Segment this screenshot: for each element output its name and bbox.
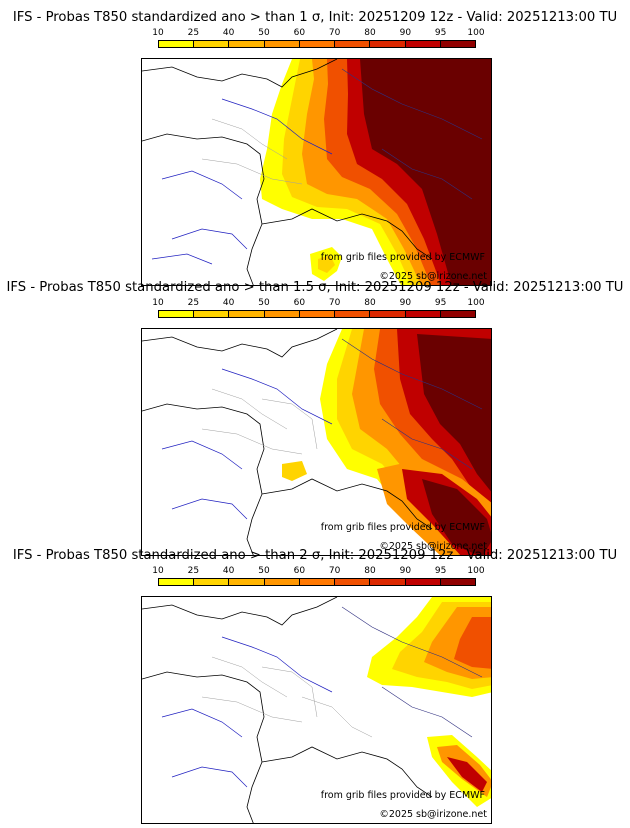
copyright-credit: ©2025 sb@irizone.net bbox=[379, 271, 487, 282]
probability-shading bbox=[282, 329, 491, 555]
colorbar-label: 25 bbox=[187, 28, 200, 38]
colorbar-swatch bbox=[335, 41, 371, 47]
colorbar: 10 25 40 50 60 70 80 90 95 100 bbox=[152, 298, 485, 318]
probability-map: from grib files provided by ECMWF ©2025 … bbox=[141, 58, 492, 286]
colorbar-label: 100 bbox=[467, 28, 485, 38]
colorbar-swatch bbox=[299, 311, 336, 317]
map-canvas bbox=[142, 329, 491, 555]
colorbar-label: 70 bbox=[328, 566, 341, 576]
colorbar-label: 90 bbox=[399, 566, 412, 576]
colorbar-label: 80 bbox=[364, 28, 376, 38]
colorbar-swatch bbox=[370, 41, 406, 47]
colorbar-label: 40 bbox=[222, 566, 235, 576]
colorbar-labels: 10 25 40 50 60 70 80 90 95 100 bbox=[152, 566, 484, 578]
colorbar-label: 50 bbox=[258, 298, 270, 308]
probability-map: from grib files provided by ECMWF ©2025 … bbox=[141, 596, 492, 824]
colorbar-label: 10 bbox=[152, 298, 164, 308]
source-credit: from grib files provided by ECMWF bbox=[320, 252, 485, 263]
colorbar-boxes bbox=[158, 310, 476, 318]
colorbar-swatch bbox=[440, 311, 475, 317]
colorbar-swatch bbox=[405, 579, 441, 585]
colorbar-swatch bbox=[159, 579, 195, 585]
colorbar-swatch bbox=[194, 579, 230, 585]
colorbar-label: 95 bbox=[434, 566, 447, 576]
colorbar-swatch bbox=[370, 311, 406, 317]
colorbar-swatch bbox=[405, 41, 441, 47]
colorbar-swatch bbox=[194, 311, 230, 317]
panel-1sigma: IFS - Probas T850 standardized ano > tha… bbox=[0, 10, 630, 286]
panel-title: IFS - Probas T850 standardized ano > tha… bbox=[12, 10, 618, 25]
colorbar-label: 90 bbox=[399, 298, 412, 308]
colorbar-swatch bbox=[264, 579, 300, 585]
colorbar-swatch bbox=[229, 311, 265, 317]
colorbar-swatch bbox=[370, 579, 406, 585]
colorbar-label: 25 bbox=[187, 298, 200, 308]
panel-title: IFS - Probas T850 standardized ano > tha… bbox=[12, 548, 618, 563]
map-geography bbox=[142, 329, 483, 555]
colorbar-label: 70 bbox=[328, 298, 341, 308]
colorbar-label: 80 bbox=[364, 298, 376, 308]
panel-2sigma: IFS - Probas T850 standardized ano > tha… bbox=[0, 548, 630, 824]
copyright-credit: ©2025 sb@irizone.net bbox=[379, 809, 487, 820]
colorbar-label: 40 bbox=[222, 28, 235, 38]
colorbar-label: 40 bbox=[222, 298, 235, 308]
colorbar-swatch bbox=[159, 311, 195, 317]
colorbar-swatch bbox=[229, 579, 265, 585]
map-geography bbox=[142, 597, 483, 823]
source-credit: from grib files provided by ECMWF bbox=[320, 790, 485, 801]
colorbar: 10 25 40 50 60 70 80 90 95 100 bbox=[152, 28, 485, 48]
colorbar-labels: 10 25 40 50 60 70 80 90 95 100 bbox=[152, 298, 484, 310]
colorbar-label: 90 bbox=[399, 28, 412, 38]
map-canvas bbox=[142, 59, 491, 285]
colorbar-label: 50 bbox=[258, 566, 270, 576]
colorbar-swatch bbox=[194, 41, 230, 47]
colorbar-label: 80 bbox=[364, 566, 376, 576]
colorbar-label: 60 bbox=[293, 566, 306, 576]
colorbar-label: 100 bbox=[467, 298, 485, 308]
colorbar-label: 60 bbox=[293, 298, 306, 308]
copyright-credit: ©2025 sb@irizone.net bbox=[379, 541, 487, 552]
colorbar-boxes bbox=[158, 40, 476, 48]
colorbar-label: 70 bbox=[328, 28, 341, 38]
probability-map: from grib files provided by ECMWF ©2025 … bbox=[141, 328, 492, 556]
colorbar-swatch bbox=[335, 311, 371, 317]
colorbar-swatch bbox=[264, 41, 300, 47]
colorbar-label: 95 bbox=[434, 28, 447, 38]
source-credit: from grib files provided by ECMWF bbox=[320, 522, 485, 533]
map-geography bbox=[142, 59, 483, 285]
colorbar: 10 25 40 50 60 70 80 90 95 100 bbox=[152, 566, 485, 586]
colorbar-label: 60 bbox=[293, 28, 306, 38]
colorbar-label: 10 bbox=[152, 28, 164, 38]
panel-1-5sigma: IFS - Probas T850 standardized ano > tha… bbox=[0, 280, 630, 556]
colorbar-label: 10 bbox=[152, 566, 164, 576]
probability-shading bbox=[367, 597, 491, 807]
colorbar-swatch bbox=[299, 579, 336, 585]
colorbar-swatch bbox=[440, 41, 475, 47]
colorbar-swatch bbox=[335, 579, 371, 585]
colorbar-swatch bbox=[229, 41, 265, 47]
colorbar-swatch bbox=[299, 41, 336, 47]
map-canvas bbox=[142, 597, 491, 823]
colorbar-label: 95 bbox=[434, 298, 447, 308]
colorbar-label: 100 bbox=[467, 566, 485, 576]
colorbar-swatch bbox=[405, 311, 441, 317]
colorbar-boxes bbox=[158, 578, 476, 586]
colorbar-label: 25 bbox=[187, 566, 200, 576]
panel-title: IFS - Probas T850 standardized ano > tha… bbox=[6, 280, 624, 295]
colorbar-swatch bbox=[264, 311, 300, 317]
colorbar-swatch bbox=[159, 41, 195, 47]
colorbar-swatch bbox=[440, 579, 475, 585]
colorbar-label: 50 bbox=[258, 28, 270, 38]
colorbar-labels: 10 25 40 50 60 70 80 90 95 100 bbox=[152, 28, 484, 40]
